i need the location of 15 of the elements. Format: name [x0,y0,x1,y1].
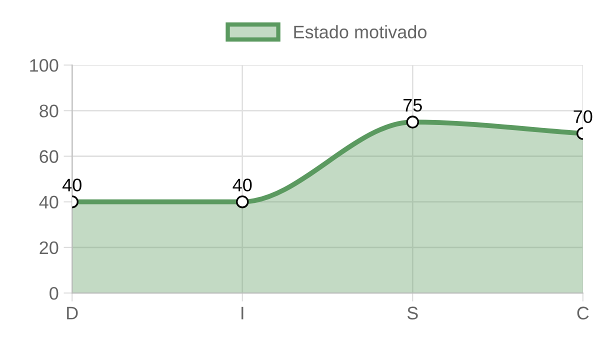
x-tick-label: I [242,306,244,320]
x-tick-label: D [67,306,78,320]
y-tick-label: 60 [40,150,58,163]
data-label: 40 [232,178,252,192]
data-label: 40 [62,178,82,192]
data-label: 70 [574,110,592,124]
y-tick-label: 80 [40,104,58,118]
y-tick-label: 0 [50,286,58,300]
y-tick-label: 20 [40,241,58,254]
x-tick-label: S [407,306,418,320]
data-label: 75 [404,99,422,112]
x-tick-label: C [577,306,589,320]
legend-label: Estado motivado [294,25,426,38]
y-tick-label: 40 [39,196,58,209]
y-tick-label: 100 [30,59,58,72]
